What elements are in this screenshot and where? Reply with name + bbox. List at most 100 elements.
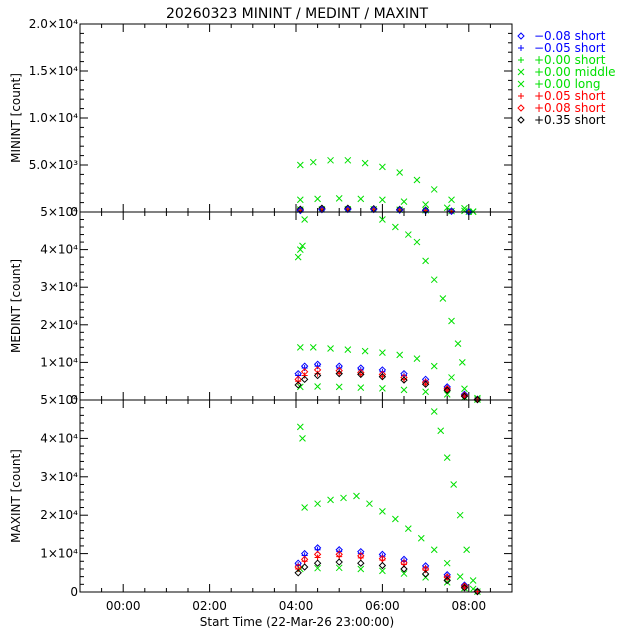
data-point (357, 371, 364, 378)
data-point (473, 587, 482, 596)
legend-label: +0.08 short (534, 101, 606, 115)
legend-label: +0.35 short (534, 113, 606, 127)
y-axis-label: MAXINT [count] (9, 449, 23, 543)
data-point (313, 559, 322, 567)
y-tick-label: 4×10⁴ (40, 431, 78, 445)
y-tick-label: 3×10⁴ (40, 280, 78, 294)
data-point (430, 362, 438, 370)
data-point (469, 577, 477, 584)
data-point (430, 276, 438, 284)
data-point (378, 370, 387, 379)
data-point (300, 375, 309, 384)
legend-marker (518, 93, 524, 99)
data-point (396, 351, 404, 359)
legend-marker (517, 68, 525, 76)
data-point (448, 196, 455, 204)
data-point (357, 368, 365, 377)
x-tick-label: 08:00 (452, 599, 487, 613)
y-tick-label: 1.0×10⁴ (29, 111, 78, 125)
data-point (430, 186, 438, 193)
data-point (357, 552, 365, 560)
data-point (335, 383, 343, 391)
plot-frame (79, 23, 513, 213)
data-point (443, 573, 451, 581)
data-point (430, 408, 438, 415)
data-point (335, 366, 343, 375)
plot-frame (79, 211, 513, 401)
x-tick-label: 06:00 (365, 599, 400, 613)
data-point (314, 195, 321, 203)
data-point (448, 317, 455, 325)
data-point (400, 373, 408, 382)
data-point (379, 163, 386, 171)
data-point (396, 169, 404, 176)
chart-title: 20260323 MININT / MEDINT / MAXINT (166, 6, 428, 22)
data-point (458, 359, 466, 366)
y-tick-label: 1.5×10⁴ (29, 64, 78, 78)
data-point (366, 500, 373, 508)
data-point (340, 494, 347, 502)
data-point (404, 231, 412, 238)
data-point (300, 555, 309, 564)
data-point (379, 196, 386, 204)
legend-label: +0.05 short (534, 89, 606, 103)
data-point (379, 508, 386, 515)
data-point (400, 376, 408, 384)
data-point (447, 207, 456, 216)
data-point (301, 504, 308, 511)
data-point (296, 344, 304, 351)
y-tick-label: 0 (70, 393, 78, 407)
data-point (335, 564, 343, 572)
data-point (400, 198, 408, 206)
data-point (379, 384, 386, 392)
data-point (392, 223, 399, 231)
data-point (413, 176, 421, 184)
data-point (437, 427, 445, 435)
data-point (421, 380, 430, 388)
data-point (296, 196, 304, 204)
y-axis-label: MEDINT [count] (9, 259, 23, 353)
data-point (314, 500, 321, 508)
data-point (417, 534, 425, 542)
y-tick-label: 1×10⁴ (40, 355, 78, 369)
data-point (309, 158, 317, 166)
legend-label: +0.00 short (534, 53, 606, 67)
data-point (378, 554, 387, 563)
data-point (314, 383, 321, 390)
data-point (400, 570, 408, 577)
y-tick-label: 5×10⁴ (40, 393, 78, 407)
data-point (443, 454, 451, 461)
data-point (300, 368, 309, 376)
data-point (294, 569, 302, 577)
data-point (473, 395, 482, 404)
data-point (335, 195, 343, 202)
data-point (463, 546, 470, 554)
x-tick-label: 04:00 (279, 599, 314, 613)
data-point (299, 242, 306, 250)
data-point (422, 388, 429, 396)
data-point (379, 216, 386, 223)
data-point (460, 582, 469, 590)
y-tick-label: 5×10⁴ (40, 205, 78, 219)
legend-marker (518, 57, 524, 63)
data-point (450, 481, 458, 488)
x-tick-label: 02:00 (192, 599, 227, 613)
data-point (456, 573, 464, 580)
y-tick-label: 5.0×10³ (29, 158, 78, 172)
legend: −0.08 short−0.05 short+0.00 short+0.00 m… (517, 29, 616, 127)
data-point (296, 383, 304, 391)
y-tick-label: 0 (70, 585, 78, 599)
data-point (295, 372, 302, 379)
panels: 0 5.0×10³ 1.0×10⁴ 1.5×10⁴ 2.0×10⁴ MININT [cou… (9, 17, 513, 613)
data-point (400, 386, 408, 394)
y-tick-label: 4×10⁴ (40, 243, 78, 257)
data-point (309, 344, 317, 351)
data-point (443, 386, 451, 394)
data-point (357, 370, 365, 379)
data-point (301, 216, 308, 223)
data-point (400, 565, 408, 573)
data-point (296, 246, 304, 253)
data-point (421, 565, 430, 573)
legend-label: +0.00 long (534, 77, 601, 91)
